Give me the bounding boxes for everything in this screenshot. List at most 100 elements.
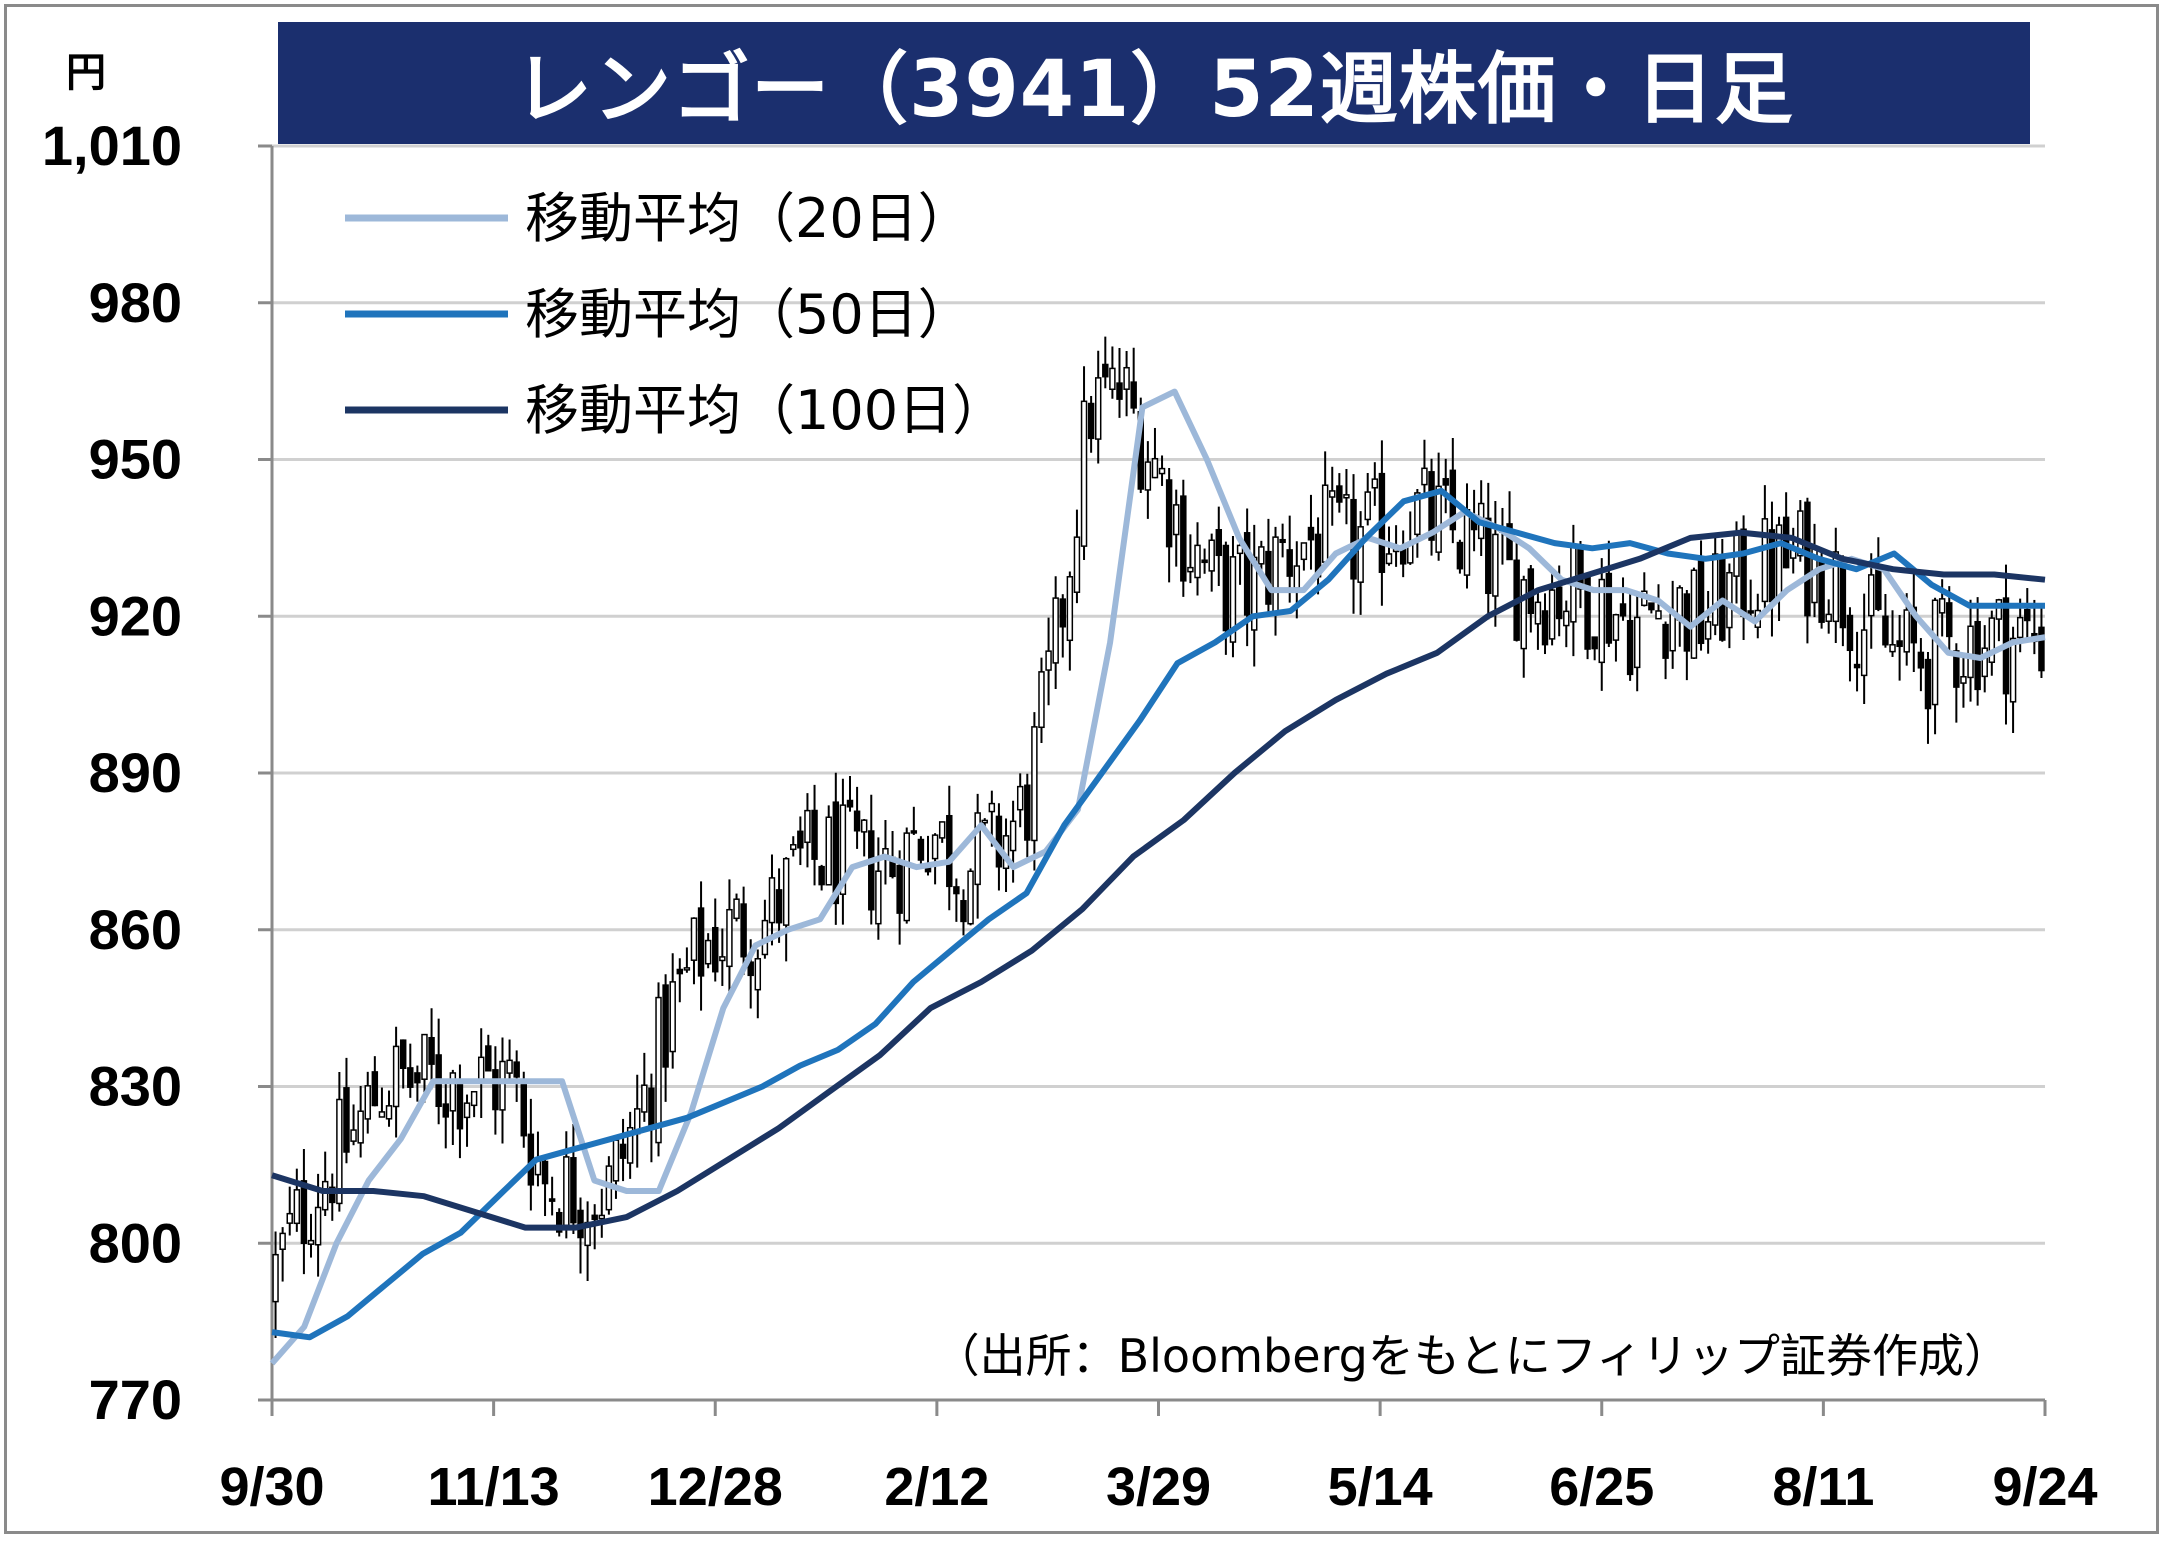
moving-average-lines bbox=[269, 388, 2046, 1366]
candle-body bbox=[626, 1126, 634, 1164]
candle-body bbox=[541, 1160, 549, 1185]
legend-label: 移動平均（100日） bbox=[525, 379, 1006, 442]
candle-body bbox=[1194, 544, 1201, 579]
candle-body bbox=[1208, 539, 1215, 572]
candle-body bbox=[1740, 528, 1747, 617]
candle-body bbox=[1726, 571, 1733, 629]
candle-body bbox=[1123, 366, 1130, 390]
candle-body bbox=[1768, 529, 1776, 603]
candle-body bbox=[2024, 608, 2031, 622]
candle-body bbox=[1960, 676, 1967, 684]
candle-body bbox=[520, 1080, 527, 1137]
candle-body bbox=[1130, 381, 1137, 409]
candle-body bbox=[960, 900, 967, 923]
candle-body bbox=[690, 917, 698, 961]
candle-body bbox=[1711, 553, 1719, 626]
candle-body bbox=[1229, 556, 1237, 643]
candle-body bbox=[1662, 623, 1669, 659]
candle-body bbox=[1889, 644, 1896, 653]
candle-body bbox=[506, 1059, 513, 1074]
candle-body bbox=[570, 1157, 577, 1224]
x-tick-label: 5/14 bbox=[1328, 1457, 1433, 1517]
candle-body bbox=[1052, 597, 1059, 664]
candle-body bbox=[1321, 484, 1329, 563]
candle-body bbox=[272, 1253, 279, 1303]
candle-body bbox=[697, 907, 705, 977]
candle-body bbox=[1875, 565, 1882, 610]
candle-body bbox=[329, 1186, 336, 1204]
y-tick-label: 770 bbox=[89, 1368, 182, 1431]
candle-body bbox=[1102, 363, 1109, 378]
candle-body bbox=[1704, 621, 1712, 640]
candle-body bbox=[357, 1110, 364, 1144]
candle-body bbox=[563, 1156, 570, 1227]
candle-body bbox=[1031, 726, 1038, 842]
candle-body bbox=[896, 864, 903, 914]
candle-body bbox=[1633, 616, 1641, 669]
candle-body bbox=[974, 812, 981, 886]
candle-body bbox=[704, 939, 712, 965]
candle-body bbox=[662, 984, 669, 1068]
x-tick-label: 2/12 bbox=[884, 1457, 989, 1517]
candle-body bbox=[1215, 529, 1223, 557]
candle-body bbox=[1924, 658, 1932, 710]
candle-body bbox=[1825, 613, 1832, 622]
candle-body bbox=[860, 819, 868, 833]
candle-body bbox=[300, 1180, 308, 1245]
candle-body bbox=[1414, 492, 1421, 536]
candle-body bbox=[1407, 544, 1414, 564]
candle-body bbox=[428, 1036, 435, 1065]
candle-body bbox=[1598, 578, 1605, 664]
candle-body bbox=[449, 1072, 457, 1112]
candle-body bbox=[1860, 629, 1868, 677]
candle-body bbox=[1910, 606, 1918, 644]
candle-body bbox=[378, 1111, 386, 1118]
x-tick-labels: 9/30 11/13 12/28 2/12 3/29 5/14 6/25 8/11 9/24 bbox=[219, 1457, 2097, 1517]
candle-body bbox=[392, 1045, 400, 1108]
candle-body bbox=[967, 870, 974, 925]
candle-body bbox=[1520, 579, 1527, 650]
candle-body bbox=[371, 1071, 379, 1107]
candle-body bbox=[903, 832, 910, 922]
y-tick-label: 890 bbox=[89, 741, 182, 804]
candle-body bbox=[1804, 501, 1811, 617]
candle-body bbox=[1832, 551, 1840, 623]
candle-body bbox=[1087, 402, 1095, 440]
candle-body bbox=[1343, 494, 1350, 499]
candle-body bbox=[1548, 589, 1556, 640]
candle-body bbox=[414, 1072, 421, 1084]
candle-body bbox=[612, 1139, 620, 1182]
x-tick-label: 8/11 bbox=[1772, 1457, 1874, 1517]
candle-body bbox=[513, 1061, 520, 1078]
candle-body bbox=[839, 804, 847, 895]
candle-body bbox=[477, 1056, 485, 1083]
candle-body bbox=[1293, 565, 1301, 589]
candle-body bbox=[279, 1232, 286, 1250]
candle-body bbox=[1988, 617, 1996, 663]
candle-body bbox=[1938, 598, 1946, 614]
source-note: （出所：Bloombergをもとにフィリップ証券作成） bbox=[934, 1329, 2010, 1383]
x-tick-label: 6/25 bbox=[1549, 1457, 1654, 1517]
candle-body bbox=[825, 816, 832, 886]
candle-body bbox=[1506, 523, 1513, 561]
candle-body bbox=[868, 830, 875, 911]
candle-body bbox=[1619, 603, 1627, 617]
candle-body bbox=[1272, 536, 1279, 614]
candle-body bbox=[1626, 619, 1634, 676]
candle-body bbox=[1669, 611, 1676, 652]
candle-body bbox=[1946, 602, 1953, 638]
candle-body bbox=[719, 956, 726, 962]
x-tick-label: 12/28 bbox=[648, 1457, 783, 1517]
candle-body bbox=[293, 1189, 301, 1225]
candle-body bbox=[1853, 663, 1861, 669]
candle-body bbox=[1222, 544, 1230, 632]
candle-body bbox=[1896, 640, 1903, 648]
candle-body bbox=[1541, 610, 1549, 646]
y-tick-label: 860 bbox=[89, 898, 182, 961]
candle-body bbox=[797, 830, 804, 849]
candle-body bbox=[499, 1060, 506, 1111]
candle-body bbox=[1329, 490, 1336, 498]
candle-body bbox=[853, 810, 861, 832]
legend-label: 移動平均（50日） bbox=[525, 283, 972, 346]
